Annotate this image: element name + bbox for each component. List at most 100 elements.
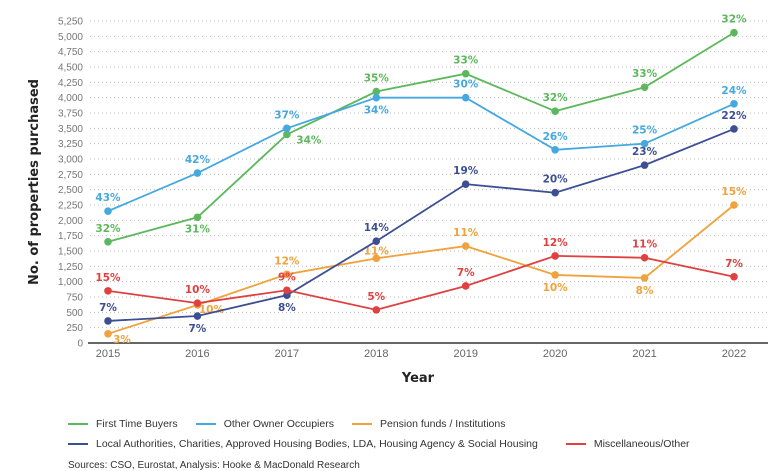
data-label: 26% bbox=[543, 131, 569, 143]
data-label: 5% bbox=[367, 291, 385, 303]
y-tick-label: 750 bbox=[66, 293, 83, 304]
data-label: 33% bbox=[453, 55, 479, 67]
data-label: 30% bbox=[453, 79, 479, 91]
data-label: 12% bbox=[543, 237, 569, 249]
data-label: 11% bbox=[453, 227, 479, 239]
y-axis-title: No. of properties purchased bbox=[27, 79, 42, 285]
line-chart: 0 250 500 750 1,000 1,250 1,500 1,750 2,000 2,250… bbox=[27, 14, 768, 386]
legend-item-pension-funds: Pension funds / Institutions bbox=[351, 418, 506, 430]
data-point bbox=[730, 28, 738, 37]
data-label: 22% bbox=[721, 110, 747, 122]
legend-item-first-time-buyers: First Time Buyers bbox=[68, 418, 178, 430]
series-line bbox=[107, 128, 735, 322]
data-point bbox=[372, 237, 381, 245]
legend-item-other-owner-occupiers: Other Owner Occupiers bbox=[195, 418, 334, 430]
data-label: 20% bbox=[543, 174, 569, 186]
data-point bbox=[730, 201, 738, 209]
data-point bbox=[283, 124, 291, 133]
x-tick-label: 2020 bbox=[543, 348, 567, 360]
data-label: 10% bbox=[185, 284, 211, 296]
y-tick-label: 2,250 bbox=[58, 201, 83, 212]
data-label: 11% bbox=[632, 239, 658, 251]
y-tick-label: 5,250 bbox=[58, 17, 83, 28]
data-point bbox=[104, 317, 112, 325]
data-label: 35% bbox=[364, 73, 390, 85]
x-tick-label: 2018 bbox=[364, 348, 388, 360]
data-point bbox=[551, 107, 559, 115]
data-label: 7% bbox=[189, 323, 207, 335]
y-axis-ticks: 0 250 500 750 1,000 1,250 1,500 1,750 2,000 2,250… bbox=[58, 17, 83, 350]
data-point bbox=[104, 287, 112, 295]
gridlines bbox=[90, 20, 768, 329]
sources-note: Sources: CSO, Eurostat, Analysis: Hooke … bbox=[68, 460, 360, 471]
y-tick-label: 1,750 bbox=[58, 231, 83, 242]
data-label: 32% bbox=[95, 223, 121, 235]
y-tick-label: 3,500 bbox=[58, 124, 83, 135]
data-point bbox=[193, 312, 202, 320]
data-label: 8% bbox=[636, 285, 654, 297]
data-point bbox=[551, 271, 559, 279]
data-label: 19% bbox=[453, 165, 479, 177]
data-label: 15% bbox=[721, 186, 747, 198]
y-tick-label: 500 bbox=[66, 308, 83, 319]
y-tick-label: 1,000 bbox=[58, 277, 83, 288]
data-label: 25% bbox=[632, 125, 658, 137]
data-point bbox=[372, 254, 381, 263]
legend-swatch bbox=[565, 442, 586, 446]
data-point bbox=[104, 238, 112, 246]
data-point bbox=[640, 253, 649, 262]
y-tick-label: 4,250 bbox=[58, 78, 83, 89]
data-label: 8% bbox=[278, 302, 296, 314]
series-group: 32% 31% 34% 35% 33% 32% 33% 32% 43% 42% 37% 34% 30% 2… bbox=[95, 14, 747, 346]
data-label: 43% bbox=[95, 192, 121, 204]
data-point bbox=[730, 125, 738, 133]
data-label: 10% bbox=[199, 304, 225, 316]
data-label: 3% bbox=[113, 334, 131, 346]
data-label: 10% bbox=[543, 282, 569, 294]
x-tick-label: 2021 bbox=[632, 348, 656, 360]
data-point bbox=[283, 286, 291, 295]
data-point bbox=[461, 242, 470, 250]
y-tick-label: 5,000 bbox=[58, 32, 83, 43]
legend-row: Local Authorities, Charities, Approved H… bbox=[68, 434, 708, 454]
y-tick-label: 4,000 bbox=[58, 93, 83, 104]
data-label: 12% bbox=[274, 255, 300, 267]
x-axis-ticks: 2015 2016 2017 2018 2019 2020 2021 2022 bbox=[96, 348, 746, 360]
data-label: 9% bbox=[278, 271, 296, 283]
legend-row: First Time Buyers Other Owner Occupiers … bbox=[68, 414, 708, 434]
data-point bbox=[372, 87, 381, 96]
series-0: 32% 31% 34% 35% 33% 32% 33% 32% bbox=[95, 14, 747, 246]
series-line bbox=[107, 31, 735, 243]
data-point bbox=[283, 130, 291, 139]
legend-label: Other Owner Occupiers bbox=[223, 418, 334, 430]
legend-swatch bbox=[68, 442, 88, 446]
series-4: 15% 10% 9% 5% 7% 12% 11% 7% bbox=[95, 237, 743, 314]
y-tick-label: 3,000 bbox=[58, 155, 83, 166]
y-tick-label: 3,250 bbox=[58, 139, 83, 150]
series-3: 7% 7% 8% 14% 19% 20% 23% 22% bbox=[99, 110, 747, 335]
legend-label: Local Authorities, Charities, Approved H… bbox=[96, 438, 538, 450]
data-point bbox=[193, 299, 202, 307]
data-point bbox=[283, 270, 291, 279]
y-tick-label: 2,000 bbox=[58, 216, 83, 227]
legend-item-miscellaneous: Miscellaneous/Other bbox=[565, 438, 690, 450]
series-line bbox=[107, 255, 735, 311]
y-tick-label: 1,250 bbox=[58, 262, 83, 273]
data-point bbox=[372, 93, 381, 102]
legend-label: First Time Buyers bbox=[96, 418, 178, 430]
legend-label: Miscellaneous/Other bbox=[593, 438, 690, 450]
legend: First Time Buyers Other Owner Occupiers … bbox=[68, 414, 708, 454]
y-tick-label: 4,500 bbox=[58, 63, 83, 74]
data-label: 34% bbox=[296, 134, 322, 146]
data-point bbox=[551, 146, 559, 154]
x-tick-label: 2017 bbox=[275, 348, 299, 360]
y-tick-label: 2,750 bbox=[58, 170, 83, 181]
y-tick-label: 4,750 bbox=[58, 47, 83, 58]
legend-item-local-authorities: Local Authorities, Charities, Approved H… bbox=[68, 438, 538, 450]
legend-label: Pension funds / Institutions bbox=[379, 418, 506, 430]
data-label: 24% bbox=[721, 85, 747, 97]
data-label: 32% bbox=[721, 14, 747, 26]
x-axis-title: Year bbox=[401, 371, 435, 386]
y-tick-label: 250 bbox=[66, 323, 83, 334]
data-label: 14% bbox=[364, 222, 390, 234]
